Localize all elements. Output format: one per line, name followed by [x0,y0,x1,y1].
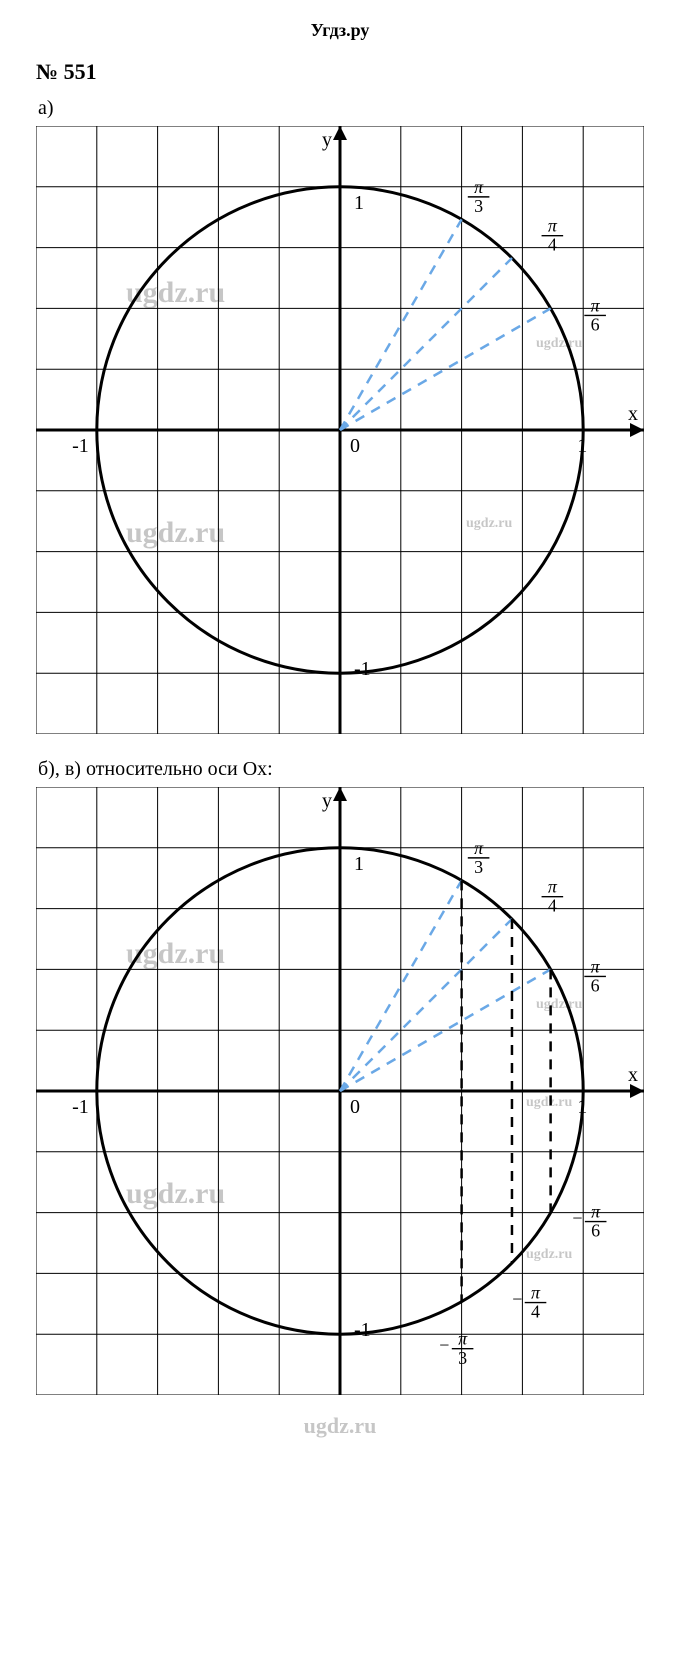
svg-text:x: x [628,1064,638,1086]
svg-text:π: π [548,216,558,236]
svg-text:6: 6 [591,1221,600,1241]
svg-text:π: π [548,877,558,897]
svg-text:4: 4 [548,235,557,255]
svg-text:π: π [591,295,601,315]
svg-text:3: 3 [474,857,483,877]
unit-circle-a: yx011-1-1π3π4π6 [36,126,644,734]
watermark: ugdz.ru [36,1413,644,1439]
svg-text:π: π [474,838,484,858]
svg-text:4: 4 [548,896,557,916]
svg-text:π: π [458,1329,468,1349]
svg-text:4: 4 [531,1302,540,1322]
svg-text:-1: -1 [72,1096,89,1118]
svg-text:−: − [571,1208,583,1228]
svg-text:0: 0 [350,435,360,457]
chart-b: yx011-1-1π3π4π6−π3−π4−π6 ugdz.ru ugdz.ru… [36,787,644,1395]
svg-text:x: x [628,403,638,425]
svg-text:π: π [591,1202,601,1222]
svg-text:-1: -1 [72,435,89,457]
unit-circle-b: yx011-1-1π3π4π6−π3−π4−π6 [36,787,644,1395]
svg-text:6: 6 [591,976,600,996]
problem-number: № 551 [36,59,644,85]
svg-text:−: − [438,1335,450,1355]
svg-text:-1: -1 [354,658,371,680]
site-header: Угдз.ру [36,20,644,41]
svg-text:6: 6 [591,315,600,335]
part-bv-label: б), в) относительно оси Ох: [38,758,644,781]
svg-text:3: 3 [458,1348,467,1368]
svg-text:π: π [591,956,601,976]
svg-text:1: 1 [354,853,364,875]
svg-text:y: y [322,129,332,151]
page: Угдз.ру № 551 а) yx011-1-1π3π4π6 ugdz.ru… [0,0,680,1469]
svg-text:1: 1 [354,192,364,214]
svg-text:y: y [322,790,332,812]
chart-a: yx011-1-1π3π4π6 ugdz.ru ugdz.ru ugdz.ru … [36,126,644,734]
svg-text:π: π [474,177,484,197]
svg-text:π: π [531,1283,541,1303]
svg-text:-1: -1 [354,1319,371,1341]
svg-text:3: 3 [474,196,483,216]
svg-text:0: 0 [350,1096,360,1118]
svg-text:−: − [511,1289,523,1309]
svg-text:1: 1 [577,1096,587,1118]
part-a-label: а) [38,97,644,120]
svg-text:1: 1 [577,435,587,457]
